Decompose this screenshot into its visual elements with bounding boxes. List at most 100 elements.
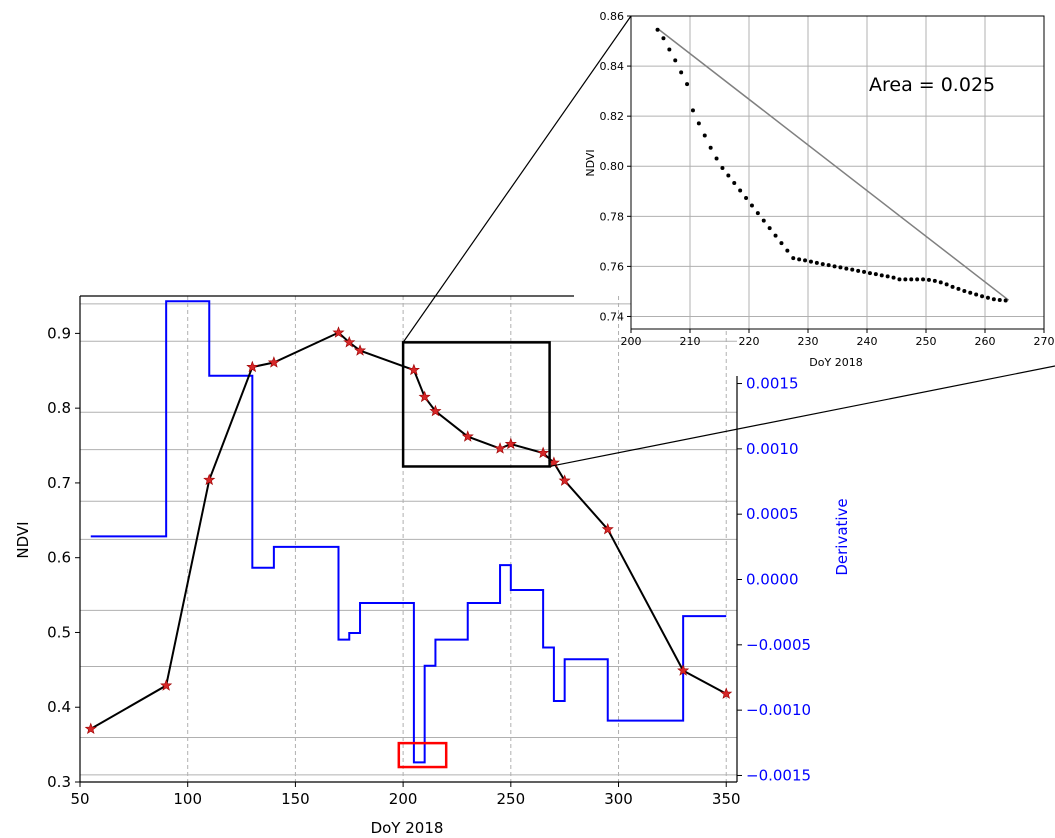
inset-ndvi-point (738, 188, 743, 193)
inset-ndvi-point (1003, 298, 1008, 303)
inset-x-tick-label: 220 (739, 335, 760, 348)
inset-ndvi-point (702, 133, 707, 138)
inset-ndvi-point (667, 47, 672, 52)
ndvi-point-star (407, 363, 420, 376)
ndvi-point-star (537, 446, 550, 459)
inset-x-tick-label: 260 (975, 335, 996, 348)
ndvi-point-star (461, 430, 474, 442)
inset-ndvi-point (991, 297, 996, 302)
inset-ndvi-point (797, 257, 802, 262)
main-ticks: 50 100 150 200 250 300 350 0.3 0.4 0.5 0.6 0.7 0.8 0.… (47, 309, 811, 808)
inset-ndvi-point (714, 156, 719, 161)
inset-ndvi-point (673, 58, 678, 63)
inset-ndvi-point (779, 241, 784, 246)
ndvi-point-star (494, 442, 507, 454)
main-y-tick-label: 0.8 (47, 399, 71, 417)
main-y2-axis-label: Derivative (833, 498, 851, 575)
inset-y-tick-label: 0.78 (600, 210, 625, 223)
highlight-rectangle (397, 741, 448, 769)
inset-ndvi-point (897, 277, 902, 282)
inset-ndvi-point (791, 256, 796, 261)
ndvi-line (90, 331, 727, 730)
inset-ndvi-point (885, 274, 890, 279)
ndvi-point-star (720, 687, 733, 699)
inset-ndvi-point (732, 181, 737, 186)
inset-ndvi-point (974, 292, 979, 297)
inset-y-tick-label: 0.74 (600, 310, 625, 323)
main-y-tick-label: 0.6 (47, 549, 71, 567)
main-x-tick-label: 250 (496, 790, 525, 808)
ndvi-point-star (343, 335, 356, 348)
inset-ndvi-point (726, 173, 731, 178)
inset-x-axis-label: DoY 2018 (809, 356, 862, 369)
inset-y-tick-label: 0.76 (600, 260, 625, 273)
inset-ndvi-point (808, 259, 813, 264)
ndvi-point-star (677, 664, 690, 676)
main-y-tick-label: 0.5 (47, 623, 71, 641)
ndvi-point-star (504, 437, 517, 450)
inset-ndvi-point (690, 108, 695, 113)
inset-ndvi-point (856, 268, 861, 273)
inset-ndvi-point (950, 284, 955, 289)
inset-ndvi-point (773, 233, 778, 238)
inset-ndvi-point (915, 277, 920, 282)
main-y2-tick-label: −0.0010 (746, 701, 811, 719)
main-y2-tick-label: 0.0010 (746, 440, 799, 458)
inset-ndvi-point (832, 264, 837, 269)
inset-ndvi-point (761, 218, 766, 223)
zoom-connectors (402, 15, 1055, 468)
inset-chart: 200 210 220 230 240 250 260 270 0.74 0.76 0.78 0.80… (600, 10, 1055, 348)
ndvi-point-star (160, 679, 173, 691)
inset-ndvi-point (655, 27, 660, 32)
main-x-tick-label: 350 (712, 790, 741, 808)
derivative-step-line (90, 300, 727, 764)
zoom-connector-bottom (549, 365, 1055, 468)
zoom-rectangle (401, 341, 551, 468)
inset-x-tick-label: 250 (916, 335, 937, 348)
inset-ndvi-point (867, 271, 872, 276)
inset-ndvi-point (903, 277, 908, 282)
inset-ndvi-point (767, 226, 772, 231)
zoom-connector-top (402, 15, 632, 343)
inset-ndvi-point (873, 272, 878, 277)
inset-ndvi-point (661, 36, 666, 41)
main-y-tick-label: 0.4 (47, 698, 71, 716)
inset-frame (630, 15, 1045, 330)
inset-ndvi-point (814, 260, 819, 265)
inset-ndvi-point (921, 277, 926, 282)
inset-ndvi-point (826, 263, 831, 268)
inset-ndvi-point (850, 267, 855, 272)
inset-ndvi-point (909, 277, 914, 282)
ndvi-point-star (558, 474, 571, 486)
inset-ndvi-point (968, 290, 973, 295)
main-y2-tick-label: 0.0015 (746, 375, 799, 393)
main-y2-tick-label: 0.0005 (746, 505, 799, 523)
inset-x-tick-label: 200 (621, 335, 642, 348)
main-x-tick-label: 200 (389, 790, 418, 808)
inset-ndvi-point (803, 258, 808, 263)
inset-ndvi-point (679, 70, 684, 75)
main-y-axis-label: NDVI (14, 521, 32, 558)
inset-x-tick-label: 210 (680, 335, 701, 348)
inset-y-tick-label: 0.86 (600, 10, 625, 23)
ndvi-point-star (601, 522, 614, 535)
inset-ndvi-point (891, 275, 896, 280)
main-x-tick-label: 300 (604, 790, 633, 808)
main-y-tick-label: 0.7 (47, 474, 71, 492)
inset-ndvi-point (696, 121, 701, 126)
inset-area-annotation: Area = 0.025 (869, 74, 995, 96)
inset-chord-line (657, 27, 1010, 301)
inset-ndvi-point (785, 248, 790, 253)
main-x-tick-label: 150 (281, 790, 310, 808)
inset-ndvi-point (926, 277, 931, 282)
inset-y-tick-label: 0.84 (600, 60, 625, 73)
inset-ndvi-point (879, 273, 884, 278)
inset-ndvi-point (938, 280, 943, 285)
inset-ndvi-point (844, 266, 849, 271)
inset-ndvi-point (744, 196, 749, 201)
ndvi-point-star (267, 356, 280, 368)
ndvi-point-star (84, 722, 97, 735)
main-x-tick-label: 100 (173, 790, 202, 808)
inset-ndvi-point (755, 211, 760, 216)
inset-ndvi-point (997, 297, 1002, 302)
